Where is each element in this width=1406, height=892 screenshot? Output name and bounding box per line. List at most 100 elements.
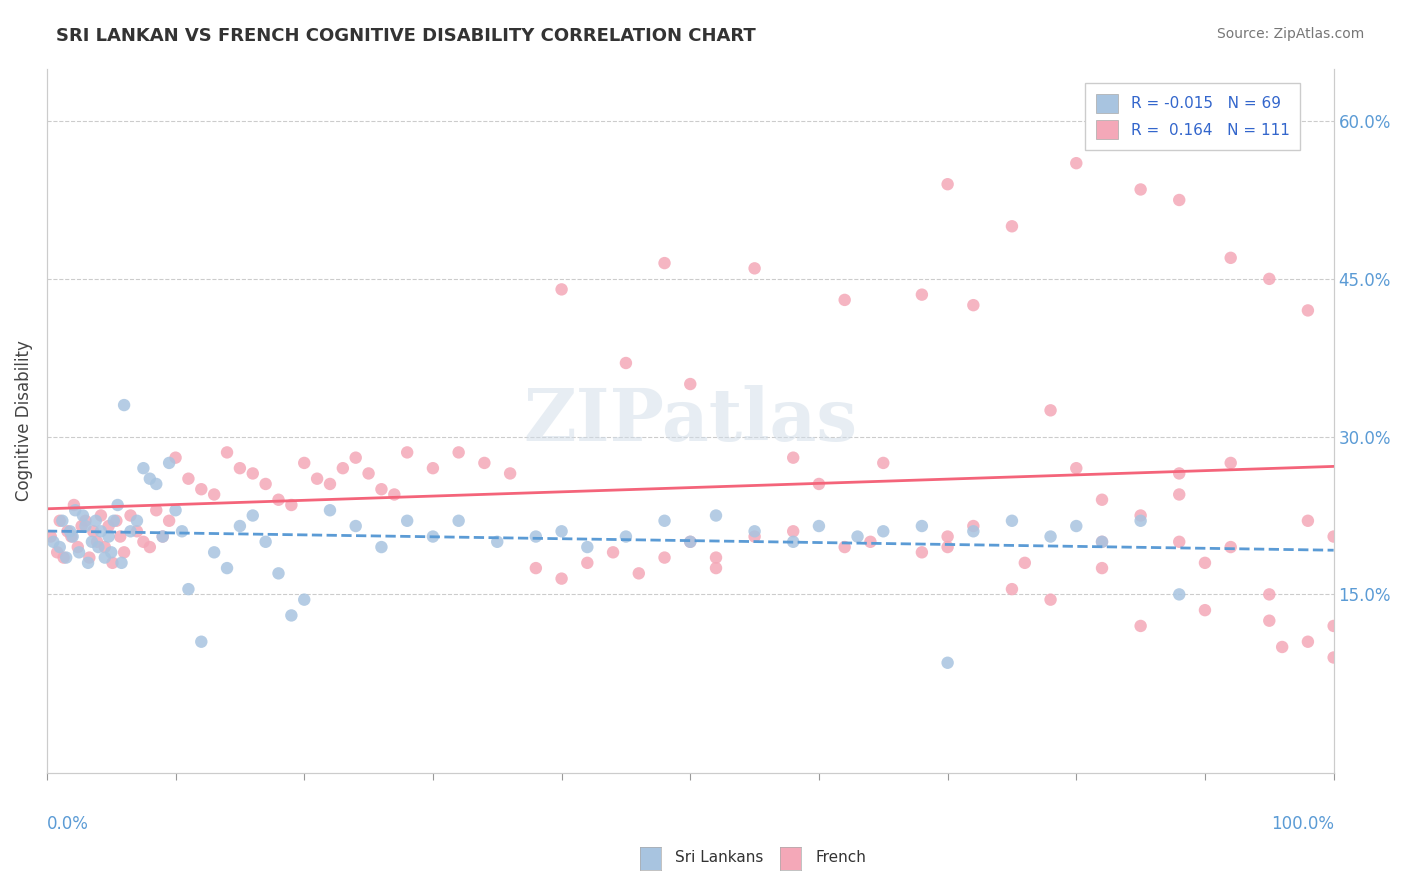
Point	[97, 519, 120, 533]
Point	[94, 540, 117, 554]
Point	[59, 524, 82, 539]
Point	[42, 534, 65, 549]
Point	[911, 519, 934, 533]
Point	[120, 524, 142, 539]
Point	[190, 482, 212, 496]
Point	[1091, 492, 1114, 507]
Point	[66, 540, 89, 554]
Point	[292, 592, 315, 607]
Point	[486, 534, 509, 549]
Point	[82, 524, 104, 539]
Point	[614, 530, 637, 544]
Point	[1091, 534, 1114, 549]
Point	[911, 545, 934, 559]
Point	[112, 545, 135, 559]
Point	[165, 503, 187, 517]
Point	[77, 556, 100, 570]
Point	[100, 545, 122, 559]
Point	[254, 534, 277, 549]
Point	[872, 456, 894, 470]
Point	[319, 503, 342, 517]
Point	[704, 561, 727, 575]
Point	[215, 561, 238, 575]
Point	[1219, 540, 1241, 554]
Point	[1064, 461, 1087, 475]
Point	[56, 524, 79, 539]
Point	[834, 293, 856, 307]
Point	[1296, 634, 1319, 648]
Point	[84, 514, 107, 528]
Point	[229, 461, 252, 475]
Point	[936, 540, 959, 554]
Point	[1258, 614, 1281, 628]
Point	[1001, 582, 1024, 596]
Point	[46, 545, 69, 559]
Point	[344, 519, 367, 533]
Point	[86, 534, 108, 549]
Point	[1296, 303, 1319, 318]
Text: French: French	[815, 850, 866, 865]
Point	[1271, 640, 1294, 654]
Point	[242, 467, 264, 481]
Point	[744, 530, 766, 544]
Point	[474, 456, 496, 470]
Point	[90, 508, 112, 523]
Point	[125, 524, 148, 539]
Point	[1129, 514, 1152, 528]
Point	[242, 508, 264, 523]
Point	[1064, 156, 1087, 170]
Point	[447, 445, 470, 459]
Point	[94, 550, 117, 565]
Point	[1129, 508, 1152, 523]
Point	[125, 514, 148, 528]
Point	[90, 524, 112, 539]
Point	[370, 540, 392, 554]
Text: ZIPatlas: ZIPatlas	[523, 385, 858, 457]
Text: Sri Lankans: Sri Lankans	[675, 850, 763, 865]
Point	[576, 556, 599, 570]
Point	[382, 487, 405, 501]
Point	[846, 530, 869, 544]
Point	[177, 472, 200, 486]
Point	[782, 450, 804, 465]
Point	[396, 445, 419, 459]
Point	[936, 178, 959, 192]
Point	[132, 534, 155, 549]
Point	[105, 514, 128, 528]
Point	[859, 534, 882, 549]
Point	[139, 472, 162, 486]
Point	[911, 287, 934, 301]
Point	[1323, 619, 1346, 633]
Text: 0.0%: 0.0%	[46, 815, 89, 833]
Point	[422, 530, 444, 544]
Point	[807, 519, 830, 533]
Point	[654, 514, 676, 528]
Point	[157, 456, 180, 470]
Point	[170, 524, 193, 539]
Point	[120, 508, 142, 523]
Point	[807, 477, 830, 491]
Point	[872, 524, 894, 539]
Point	[112, 398, 135, 412]
Point	[152, 530, 174, 544]
Point	[1323, 530, 1346, 544]
Point	[87, 540, 110, 554]
Point	[80, 534, 103, 549]
Point	[63, 498, 86, 512]
Point	[157, 514, 180, 528]
Point	[49, 540, 72, 554]
Point	[202, 545, 225, 559]
Point	[1064, 519, 1087, 533]
Point	[602, 545, 624, 559]
Point	[267, 566, 290, 581]
Point	[1001, 219, 1024, 234]
Point	[654, 256, 676, 270]
Point	[110, 556, 132, 570]
Point	[1168, 467, 1191, 481]
Point	[202, 487, 225, 501]
Point	[1219, 456, 1241, 470]
Point	[370, 482, 392, 496]
Point	[280, 498, 302, 512]
Point	[55, 550, 77, 565]
Point	[962, 298, 984, 312]
